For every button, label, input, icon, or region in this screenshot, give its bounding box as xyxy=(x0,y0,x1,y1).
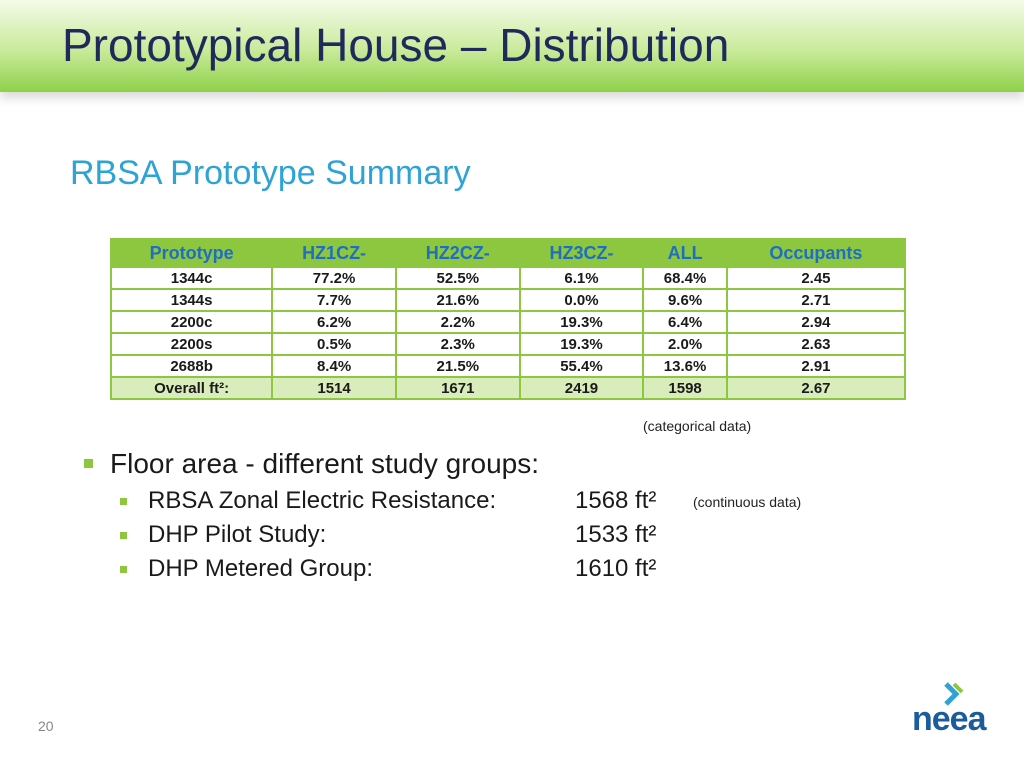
item-label: DHP Pilot Study: xyxy=(148,521,327,548)
table-cell: 2.67 xyxy=(725,376,907,400)
table-cell: 1671 xyxy=(394,376,521,400)
sub-bullet xyxy=(120,498,127,505)
header-row: Prototype HZ1CZ- HZ2CZ- HZ3CZ- ALL Occupants xyxy=(109,238,907,268)
table-cell: 8.4% xyxy=(271,354,397,378)
logo-mark xyxy=(944,682,964,706)
slide-title: Prototypical House – Distribution xyxy=(62,19,730,71)
column-header: HZ1CZ- xyxy=(271,238,397,268)
table-cell: 1344c xyxy=(109,266,274,290)
table-cell: 2200s xyxy=(109,332,274,356)
column-header: HZ2CZ- xyxy=(394,238,521,268)
column-header: Occupants xyxy=(725,238,907,268)
table-cell: 13.6% xyxy=(642,354,728,378)
table-cell: 2.3% xyxy=(394,332,521,356)
table-cell: 6.2% xyxy=(271,310,397,334)
bullet xyxy=(84,459,93,468)
sub-bullet xyxy=(120,532,127,539)
table-cell: 0.5% xyxy=(271,332,397,356)
table-cell: 2688b xyxy=(109,354,274,378)
table-note: (categorical data) xyxy=(643,418,752,434)
table-cell: 68.4% xyxy=(642,266,728,290)
table-row: 1344s 7.7% 21.6% 0.0% 9.6% 2.71 xyxy=(109,288,907,312)
table-row: 1344c 77.2% 52.5% 6.1% 68.4% 2.45 xyxy=(109,266,907,290)
item-label: DHP Metered Group: xyxy=(148,555,373,582)
table-cell: 2.63 xyxy=(725,332,907,356)
column-header: ALL xyxy=(642,238,728,268)
table-row: 2688b 8.4% 21.5% 55.4% 13.6% 2.91 xyxy=(109,354,907,378)
title-band xyxy=(0,0,1024,92)
column-header: HZ3CZ- xyxy=(518,238,645,268)
summary-table: Prototype HZ1CZ- HZ2CZ- HZ3CZ- ALL Occupants 1… xyxy=(109,238,907,400)
table-cell: 2.45 xyxy=(725,266,907,290)
logo: neea xyxy=(912,700,986,738)
item-label: RBSA Zonal Electric Resistance: xyxy=(148,487,497,514)
table-cell: 2419 xyxy=(518,376,645,400)
table-cell: 2200c xyxy=(109,310,274,334)
table-cell: 6.1% xyxy=(518,266,645,290)
table-cell: 7.7% xyxy=(271,288,397,312)
table-cell: 2.2% xyxy=(394,310,521,334)
table-cell: 19.3% xyxy=(518,332,645,356)
bullet-text: Floor area - different study groups: xyxy=(110,448,540,479)
item-value: 1568 ft² xyxy=(575,487,657,514)
table-cell: 2.94 xyxy=(725,310,907,334)
item-value: 1533 ft² xyxy=(575,521,657,548)
table-cell: 1598 xyxy=(642,376,728,400)
table-row: 2200s 0.5% 2.3% 19.3% 2.0% 2.63 xyxy=(109,332,907,356)
sub-bullet xyxy=(120,566,127,573)
table-cell: 55.4% xyxy=(518,354,645,378)
logo-chevron xyxy=(952,682,964,694)
table-cell: 2.91 xyxy=(725,354,907,378)
table-cell: 0.0% xyxy=(518,288,645,312)
table-cell: 1514 xyxy=(271,376,397,400)
logo-chevron xyxy=(944,682,960,706)
item-value: 1610 ft² xyxy=(575,555,657,582)
bullet-note: (continuous data) xyxy=(693,494,802,510)
table-cell: 2.71 xyxy=(725,288,907,312)
table-cell: 6.4% xyxy=(642,310,728,334)
table-row: Overall ft²: 1514 1671 2419 1598 2.67 xyxy=(109,376,907,400)
page-number: 20 xyxy=(38,718,54,734)
subtitle: RBSA Prototype Summary xyxy=(70,154,471,192)
table-cell: 52.5% xyxy=(394,266,521,290)
table-cell: 1344s xyxy=(109,288,274,312)
table-cell: 9.6% xyxy=(642,288,728,312)
table-cell: 19.3% xyxy=(518,310,645,334)
table-cell: 77.2% xyxy=(271,266,397,290)
table-cell: 21.6% xyxy=(394,288,521,312)
table-cell: Overall ft²: xyxy=(109,376,274,400)
column-header: Prototype xyxy=(109,238,274,268)
table-cell: 2.0% xyxy=(642,332,728,356)
table-row: 2200c 6.2% 2.2% 19.3% 6.4% 2.94 xyxy=(109,310,907,334)
table-cell: 21.5% xyxy=(394,354,521,378)
